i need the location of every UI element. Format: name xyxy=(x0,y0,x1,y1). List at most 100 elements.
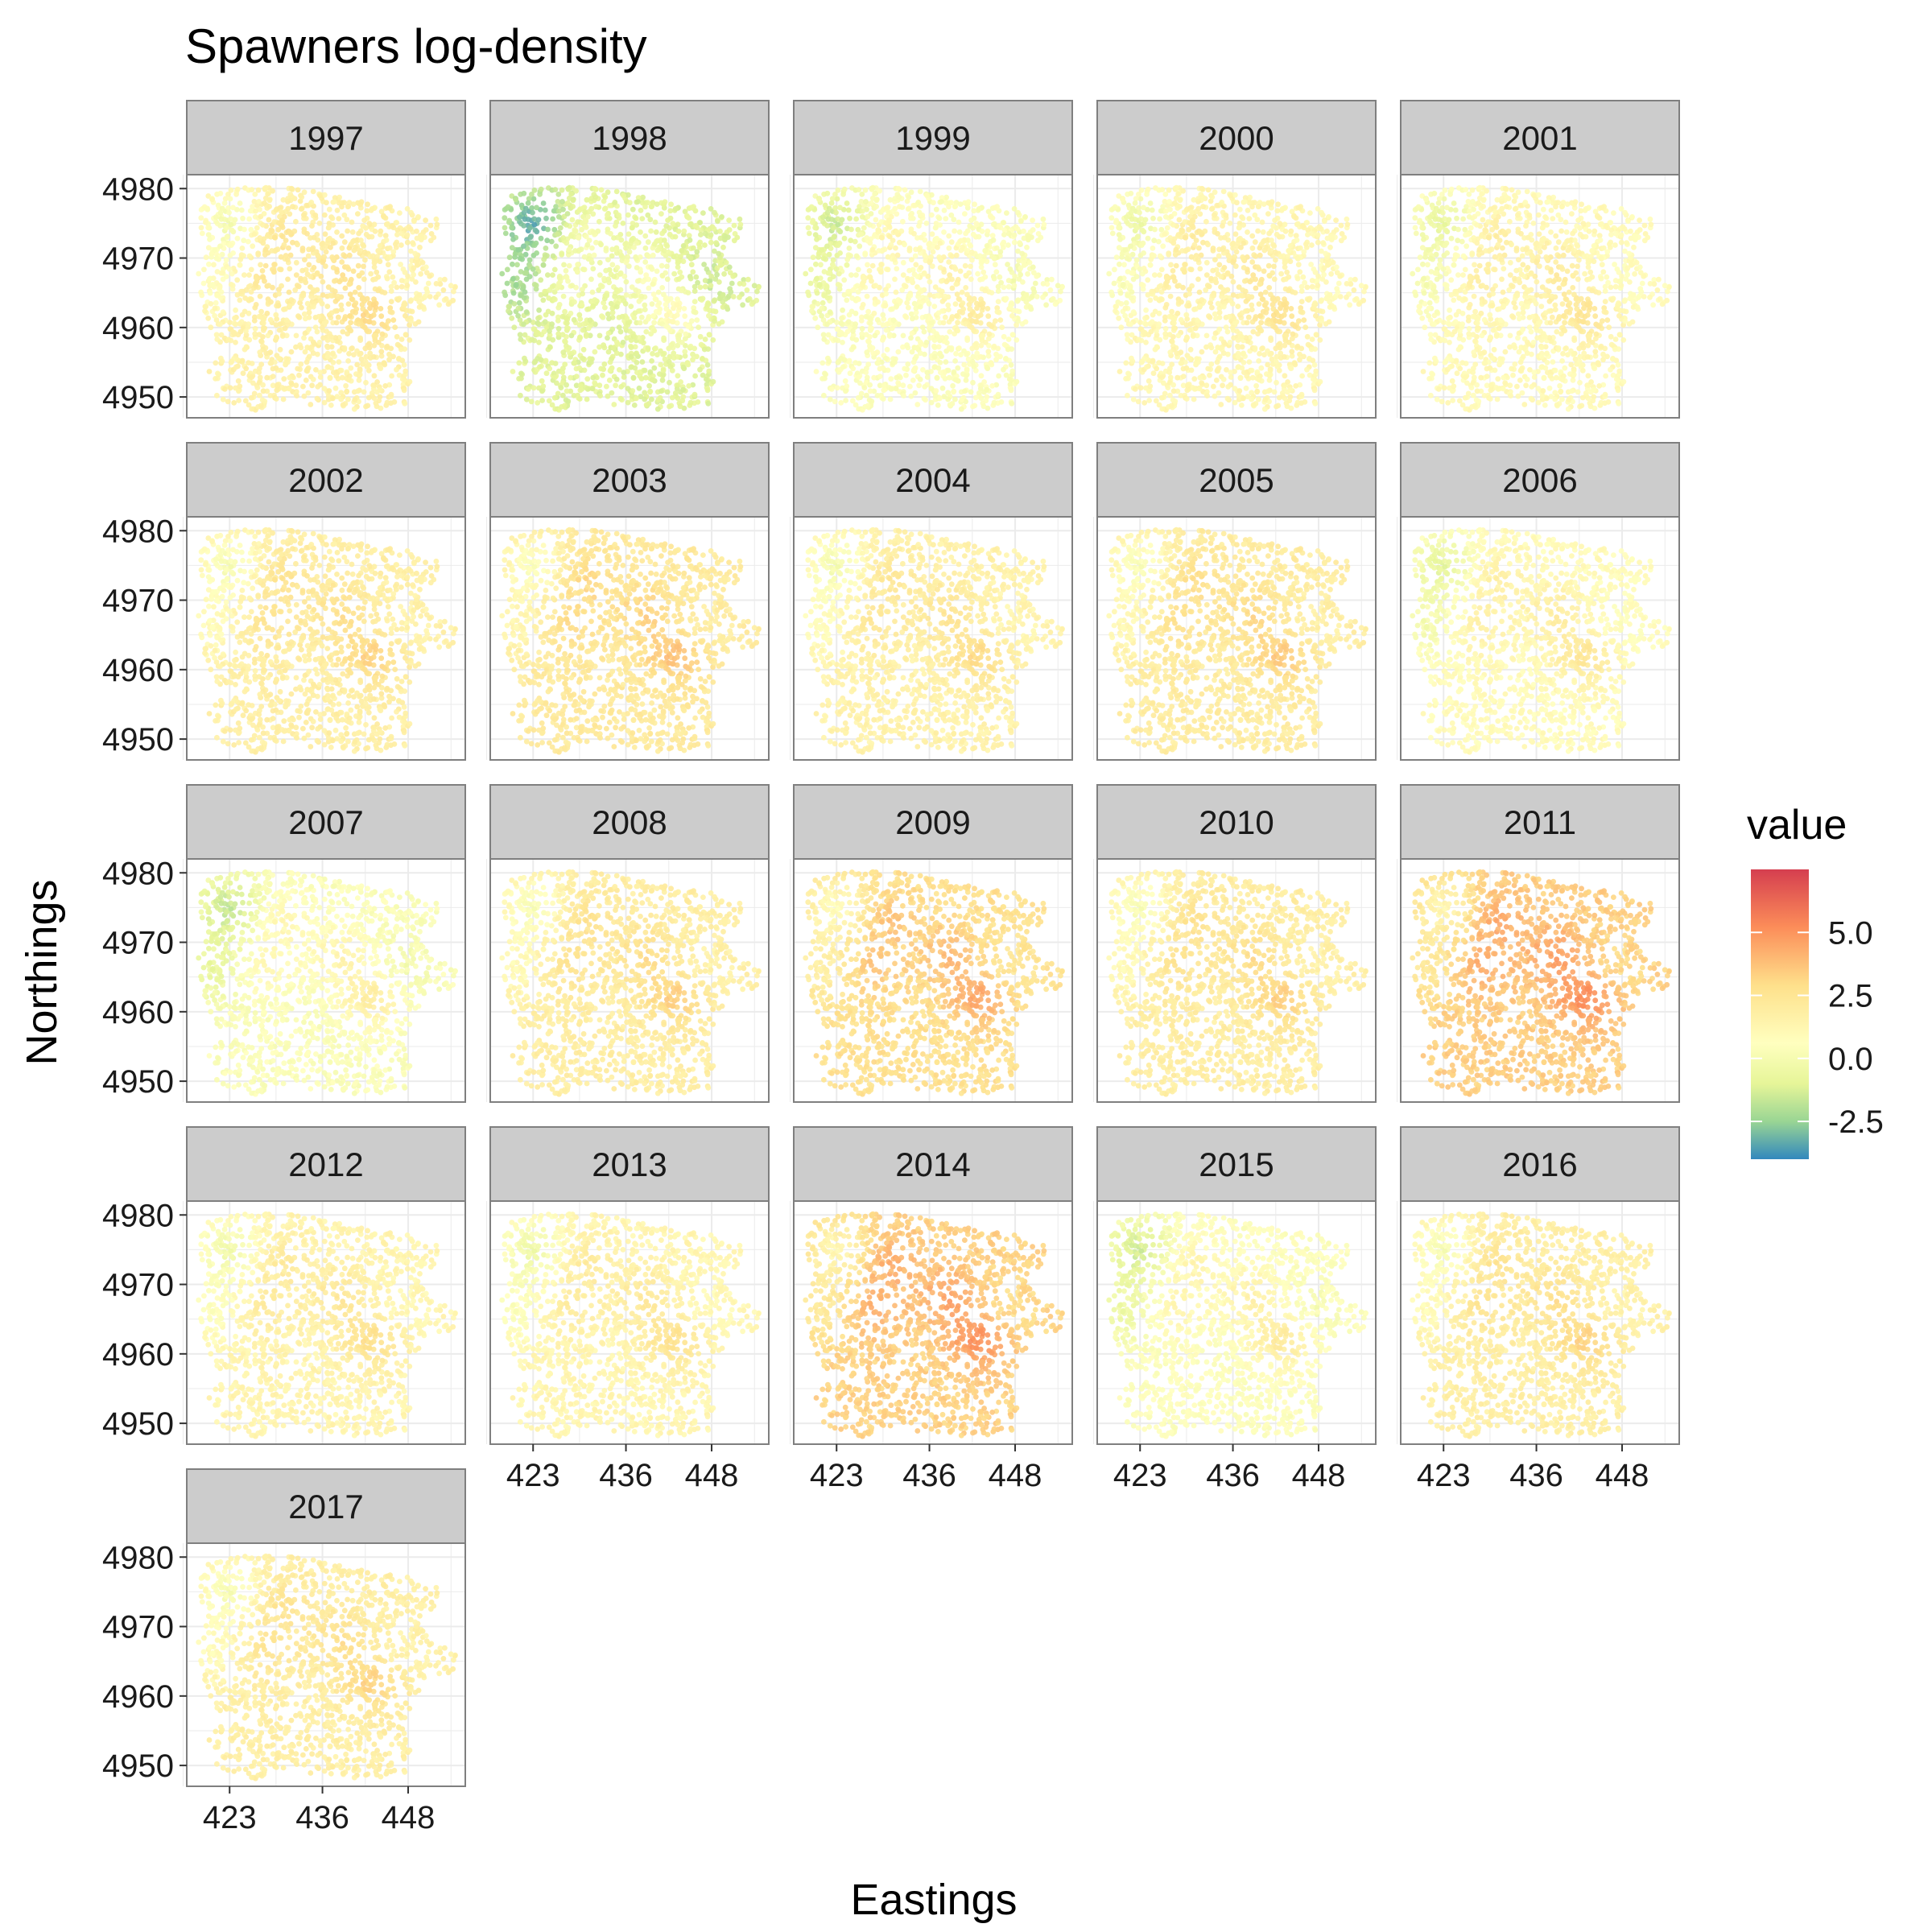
data-point xyxy=(821,336,827,342)
data-point xyxy=(806,225,811,231)
data-point xyxy=(818,262,824,267)
data-point xyxy=(590,386,596,392)
data-point xyxy=(873,204,879,209)
data-point xyxy=(559,385,564,390)
data-point xyxy=(1169,309,1174,315)
facet-panel-1997: 19974950496049704980 xyxy=(102,101,465,418)
data-point xyxy=(670,319,675,324)
data-point xyxy=(958,269,964,275)
data-point xyxy=(625,386,631,391)
data-point xyxy=(1001,367,1006,373)
data-point xyxy=(1296,262,1302,267)
data-point xyxy=(229,222,234,228)
data-point xyxy=(946,204,952,210)
data-point xyxy=(242,227,247,233)
data-point xyxy=(300,246,306,251)
data-point xyxy=(670,221,675,226)
data-point xyxy=(1057,298,1063,303)
data-point xyxy=(569,283,575,288)
data-point xyxy=(567,247,572,253)
data-point xyxy=(1344,217,1350,222)
data-point xyxy=(529,398,535,404)
data-point xyxy=(1172,398,1178,404)
data-point xyxy=(976,390,982,396)
data-point xyxy=(1174,185,1179,191)
data-point xyxy=(212,313,217,319)
data-point xyxy=(375,288,381,294)
data-point xyxy=(860,283,865,288)
data-point xyxy=(521,244,526,250)
data-point xyxy=(682,313,687,319)
data-point xyxy=(229,242,234,248)
data-point xyxy=(690,352,696,357)
data-point xyxy=(283,325,288,331)
data-point xyxy=(840,308,845,313)
data-point xyxy=(281,376,287,382)
data-point xyxy=(225,336,231,342)
data-point xyxy=(547,345,553,350)
data-point xyxy=(213,300,219,306)
data-point xyxy=(938,265,943,270)
data-point xyxy=(876,248,881,254)
data-point xyxy=(675,312,680,318)
data-point xyxy=(629,337,634,343)
data-point xyxy=(856,267,861,273)
data-point xyxy=(262,398,267,404)
data-point xyxy=(282,242,287,248)
data-point xyxy=(268,229,274,235)
data-point xyxy=(244,287,250,293)
data-point xyxy=(910,378,916,383)
data-point xyxy=(536,308,542,313)
data-point xyxy=(1199,349,1205,355)
data-point xyxy=(306,390,312,396)
data-point xyxy=(256,369,262,375)
data-point xyxy=(624,279,630,285)
data-point xyxy=(650,282,655,287)
facet-panel-1998: 1998 xyxy=(487,101,769,418)
data-point xyxy=(931,303,937,309)
data-point xyxy=(527,235,533,241)
data-point xyxy=(412,251,418,257)
data-point xyxy=(356,231,361,237)
data-point xyxy=(663,199,668,204)
data-point xyxy=(712,297,717,303)
data-point xyxy=(345,229,350,234)
data-point xyxy=(526,386,531,392)
data-point xyxy=(708,240,714,246)
data-point xyxy=(542,289,547,295)
data-point xyxy=(397,373,402,378)
data-point xyxy=(885,347,890,353)
data-point xyxy=(1295,344,1301,349)
data-point xyxy=(1024,245,1030,250)
data-point xyxy=(502,215,507,221)
data-point xyxy=(1150,208,1155,213)
data-point xyxy=(886,266,891,272)
data-point xyxy=(281,397,287,402)
data-point xyxy=(343,286,349,291)
data-point xyxy=(647,389,653,394)
data-point xyxy=(295,242,300,247)
data-point xyxy=(319,242,324,247)
data-point xyxy=(754,289,760,295)
data-point xyxy=(289,349,295,355)
data-point xyxy=(643,246,649,251)
data-point xyxy=(532,188,538,193)
data-point xyxy=(978,343,984,349)
data-point xyxy=(611,345,617,351)
data-point xyxy=(538,277,543,283)
data-point xyxy=(373,259,378,265)
plot-title: Spawners log-density xyxy=(185,19,647,73)
data-point xyxy=(570,204,576,209)
data-point xyxy=(884,328,890,333)
data-point xyxy=(330,216,336,221)
data-point xyxy=(389,392,394,398)
data-point xyxy=(819,376,825,382)
data-point xyxy=(653,296,658,302)
data-point xyxy=(753,298,759,303)
data-point xyxy=(280,225,286,230)
data-point xyxy=(998,280,1004,286)
data-point xyxy=(577,396,583,402)
data-point xyxy=(351,269,357,275)
data-point xyxy=(334,229,340,235)
data-point xyxy=(511,324,517,330)
